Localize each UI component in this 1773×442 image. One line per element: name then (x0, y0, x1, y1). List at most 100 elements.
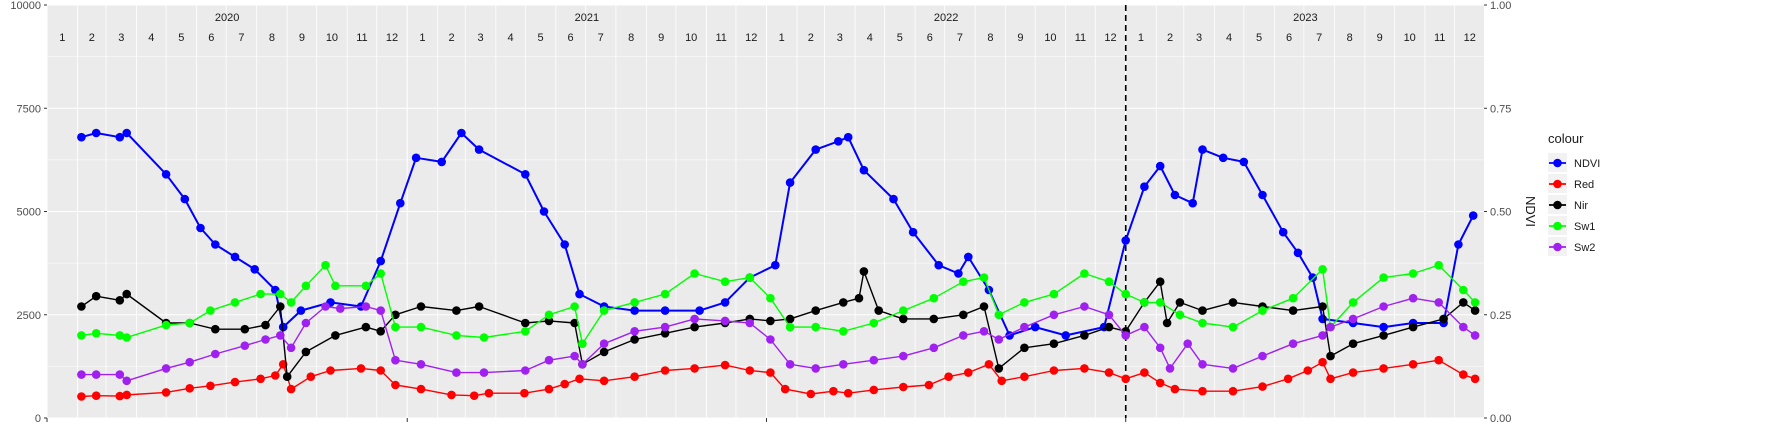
month-label: 9 (658, 32, 664, 44)
data-point-ndvi (278, 322, 288, 332)
data-point-nir (859, 267, 869, 276)
data-point-red (271, 371, 280, 380)
data-point-nir (874, 306, 883, 315)
data-point-sw2 (1198, 360, 1207, 369)
data-point-ndvi (1308, 273, 1317, 282)
month-label: 3 (837, 32, 843, 44)
data-point-sw2 (959, 331, 968, 340)
data-point-sw1 (959, 277, 968, 287)
month-label: 5 (178, 32, 184, 44)
month-label: 8 (1347, 32, 1353, 44)
data-point-sw2 (599, 339, 609, 349)
data-point-sw1 (1258, 306, 1267, 315)
data-point-ndvi (1454, 240, 1463, 249)
data-point-sw2 (276, 331, 285, 340)
y-left-tick-label: 10000 (10, 0, 41, 12)
data-point-sw2 (899, 351, 908, 361)
data-point-nir (839, 298, 848, 307)
month-label: 12 (1104, 32, 1116, 44)
month-label: 11 (356, 32, 367, 44)
y-right-tick-label: 0.00 (1490, 413, 1511, 425)
data-point-ndvi (834, 137, 843, 146)
data-point-nir (959, 310, 968, 320)
data-point-sw1 (286, 298, 296, 307)
data-point-ndvi (785, 178, 795, 187)
data-point-ndvi (1379, 322, 1388, 332)
data-point-red (1020, 372, 1029, 382)
month-label: 10 (1044, 32, 1056, 44)
data-point-sw2 (115, 370, 125, 379)
data-point-nir (240, 324, 250, 334)
data-point-nir (1155, 277, 1165, 287)
data-point-ndvi (115, 132, 125, 142)
data-point-sw1 (1020, 298, 1029, 307)
data-point-sw2 (261, 335, 270, 344)
data-point-sw2 (1104, 310, 1114, 320)
data-point-red (575, 374, 584, 384)
data-point-sw1 (230, 298, 240, 307)
data-point-nir (91, 291, 101, 301)
data-point-sw1 (1408, 269, 1418, 278)
month-label: 5 (1256, 32, 1262, 44)
data-point-nir (521, 318, 530, 328)
data-point-nir (785, 314, 795, 324)
month-label: 11 (1434, 32, 1445, 44)
data-point-sw1 (1175, 310, 1185, 320)
data-point-red (1104, 368, 1114, 377)
data-point-nir (929, 314, 939, 324)
data-point-sw2 (630, 327, 639, 336)
data-point-ndvi (1188, 198, 1197, 208)
data-point-red (899, 382, 908, 392)
data-point-nir (599, 347, 609, 357)
data-point-sw1 (785, 322, 795, 332)
data-point-red (356, 364, 366, 373)
data-point-nir (766, 316, 775, 326)
data-point-sw1 (1318, 265, 1327, 274)
month-label: 2 (1167, 32, 1173, 44)
month-label: 3 (477, 32, 483, 44)
data-point-red (520, 388, 529, 398)
data-point-nir (1080, 331, 1089, 340)
data-point-red (256, 374, 265, 384)
data-point-sw2 (1258, 351, 1267, 361)
data-point-sw1 (452, 331, 461, 340)
data-point-sw1 (1434, 260, 1443, 270)
data-point-nir (115, 296, 125, 305)
data-point-sw2 (745, 318, 755, 328)
data-point-ndvi (1170, 190, 1180, 200)
data-point-sw1 (578, 339, 587, 349)
data-point-sw1 (331, 281, 340, 291)
data-point-ndvi (437, 157, 447, 167)
data-point-ndvi (843, 132, 853, 142)
month-label: 1 (779, 32, 785, 44)
data-point-red (230, 377, 240, 387)
data-point-nir (1020, 343, 1029, 353)
data-point-sw2 (720, 316, 730, 326)
data-point-nir (1318, 302, 1327, 311)
data-point-red (1140, 368, 1149, 377)
data-point-ndvi (1061, 331, 1070, 340)
data-point-sw2 (1326, 322, 1335, 332)
data-point-ndvi (539, 207, 549, 216)
data-point-ndvi (376, 256, 386, 266)
data-point-sw2 (161, 364, 171, 373)
data-point-red (1121, 374, 1130, 384)
data-point-red (1080, 364, 1089, 373)
data-point-ndvi (954, 269, 963, 278)
data-point-nir (544, 316, 554, 326)
data-point-ndvi (1258, 190, 1267, 200)
data-point-sw2 (1434, 298, 1443, 307)
month-label: 3 (1196, 32, 1202, 44)
data-point-sw1 (994, 310, 1004, 320)
data-point-sw1 (1470, 298, 1480, 307)
data-point-red (660, 366, 670, 375)
month-label: 11 (1075, 32, 1086, 44)
month-label: 5 (897, 32, 903, 44)
data-point-sw1 (206, 306, 215, 315)
data-point-nir (1049, 339, 1059, 349)
data-point-nir (994, 364, 1004, 373)
data-point-ndvi (1278, 227, 1288, 237)
data-point-sw2 (122, 376, 131, 386)
data-point-sw1 (1228, 322, 1238, 332)
